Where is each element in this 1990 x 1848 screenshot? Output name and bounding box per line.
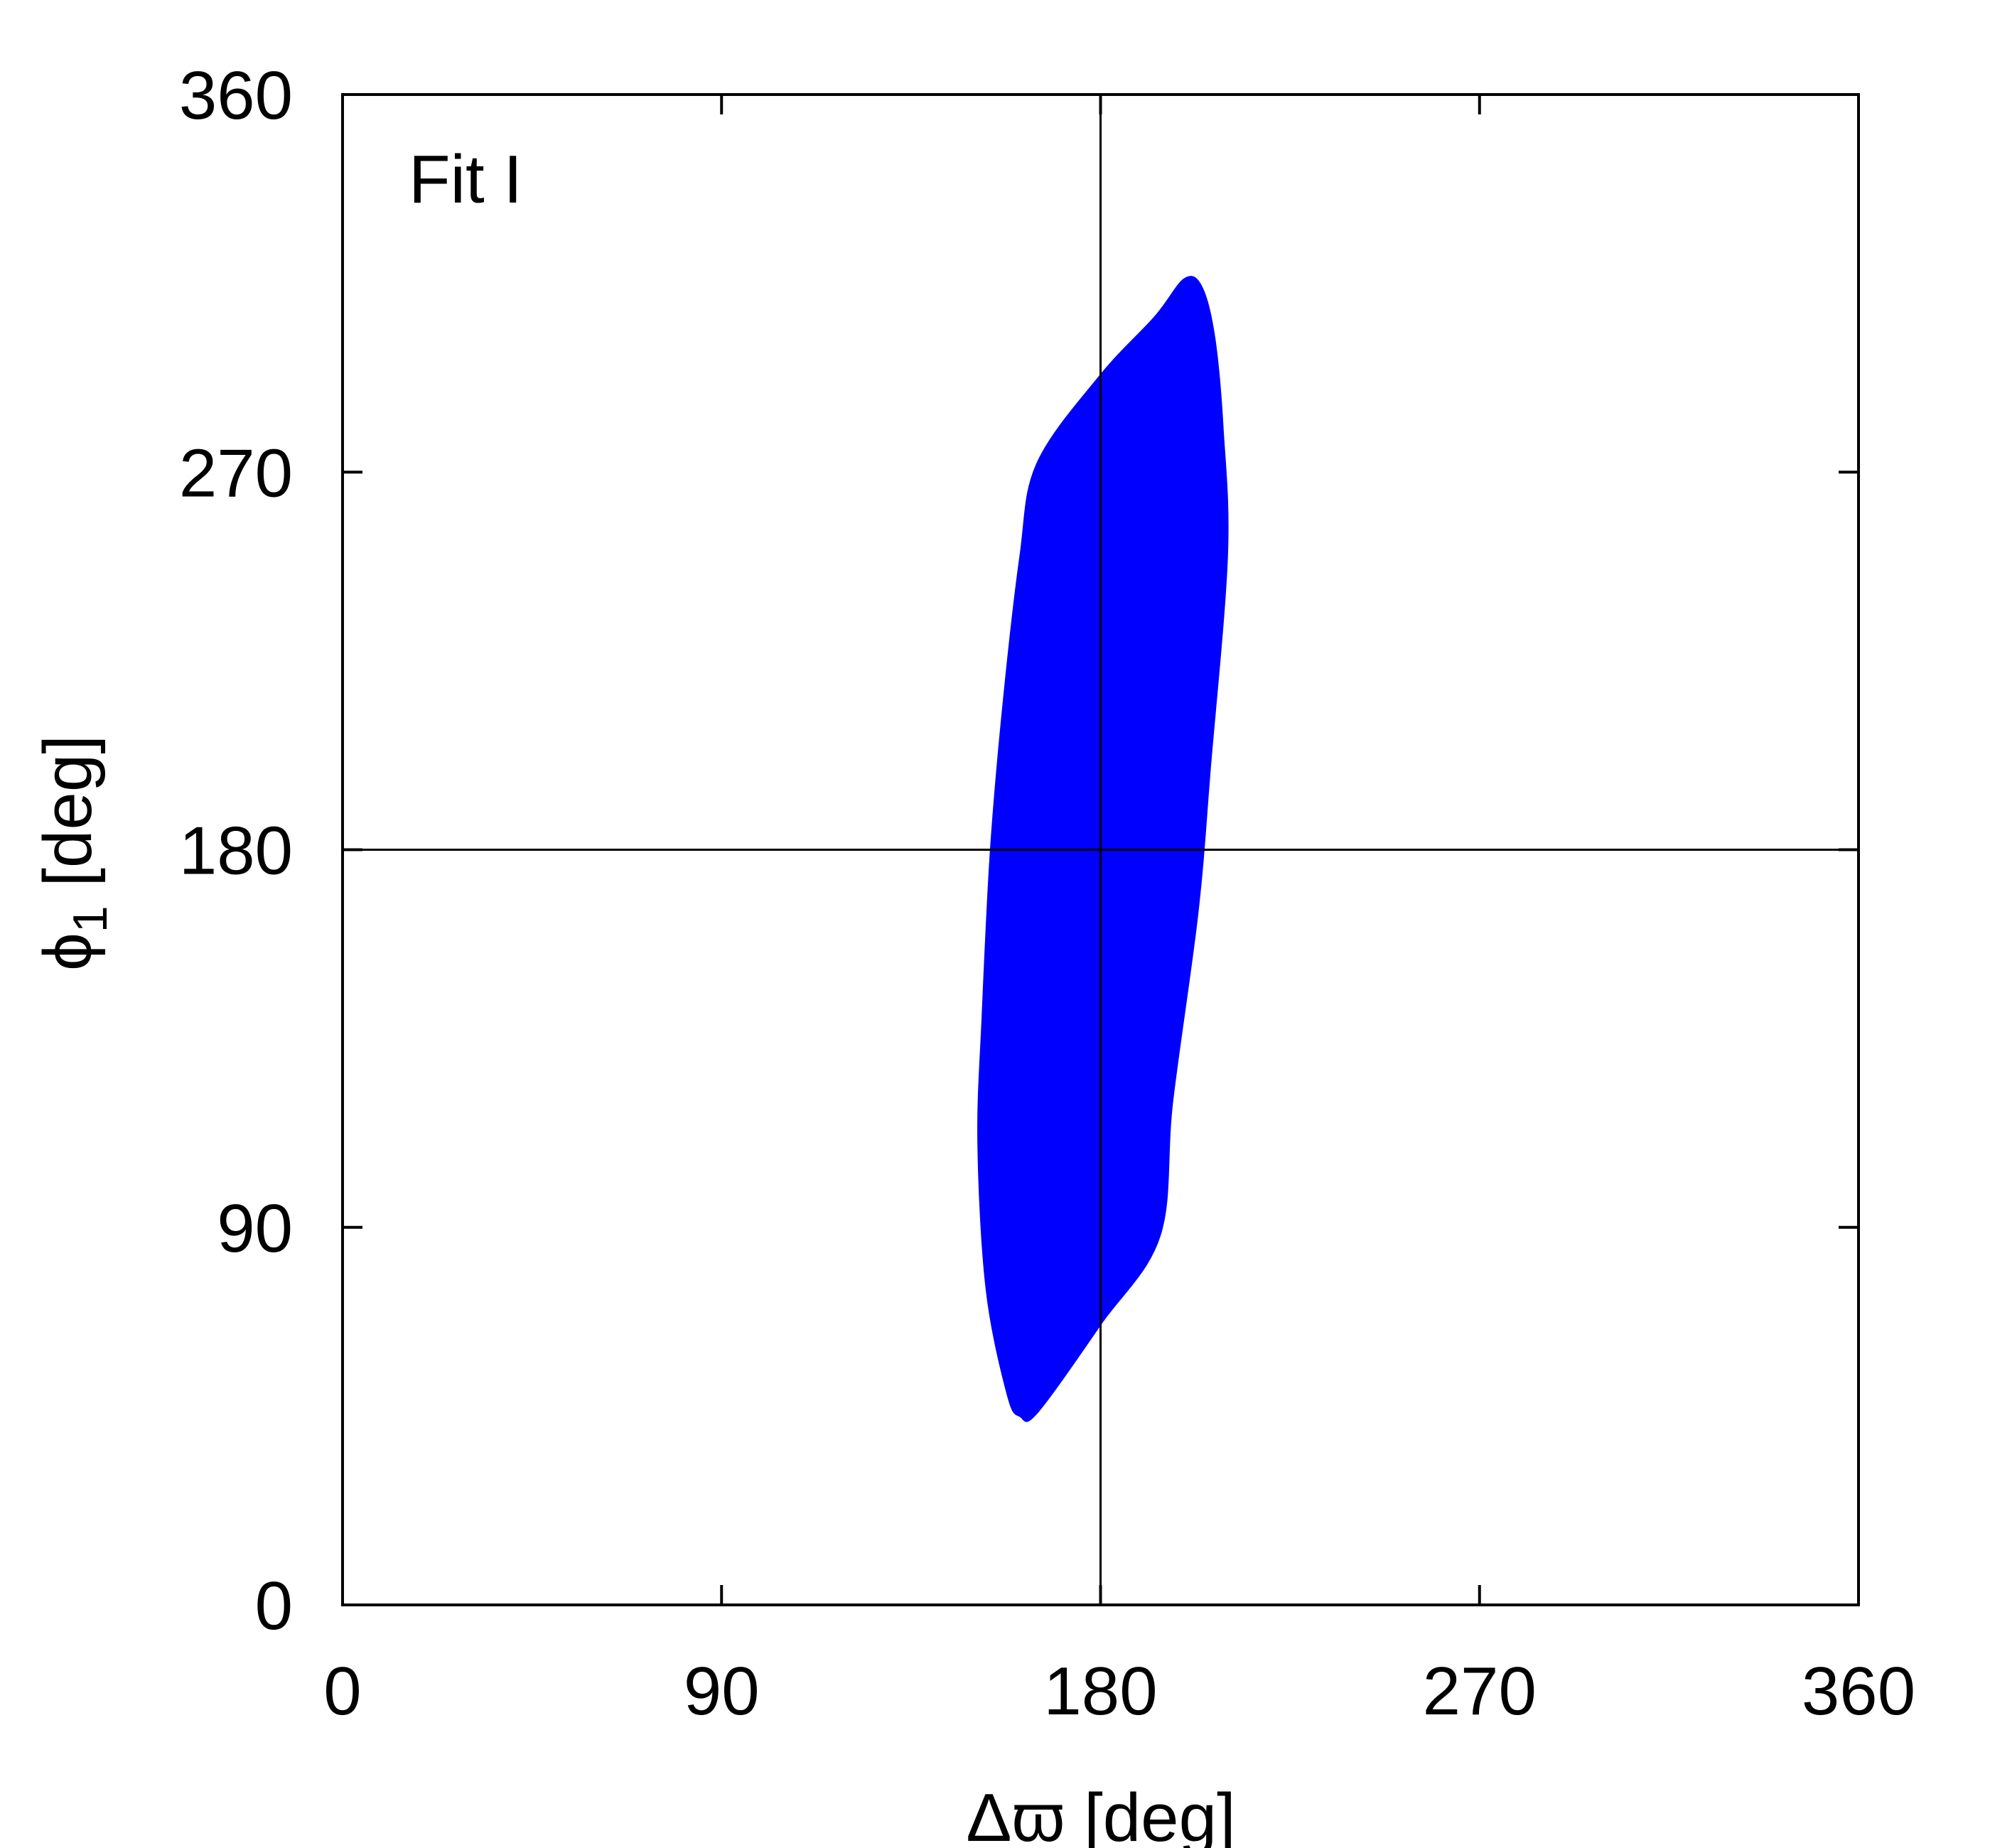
x-axis-title: Δϖ [deg] (966, 1780, 1235, 1848)
y-tick-label: 180 (179, 813, 293, 889)
y-axis-title: ϕ1 [deg] (30, 735, 117, 971)
ticks (341, 93, 1860, 1606)
y-tick-label: 270 (179, 435, 293, 511)
y-axis-title-symbol: ϕ (30, 933, 106, 971)
tick-labels: 0 90 180 270 360 0 90 180 270 360 (179, 58, 1915, 1729)
y-axis-title-rest: [deg] (30, 735, 106, 906)
y-tick-label: 0 (255, 1568, 293, 1644)
reference-lines (343, 95, 1859, 1605)
fit-annotation: Fit I (409, 141, 522, 217)
y-axis-title-subscript: 1 (63, 906, 117, 933)
x-tick-label: 360 (1802, 1653, 1915, 1729)
y-tick-label: 90 (217, 1191, 293, 1267)
x-tick-label: 180 (1043, 1653, 1157, 1729)
x-tick-label: 90 (684, 1653, 760, 1729)
x-tick-label: 270 (1423, 1653, 1537, 1729)
x-tick-label: 0 (323, 1653, 361, 1729)
y-tick-label: 360 (179, 58, 293, 134)
